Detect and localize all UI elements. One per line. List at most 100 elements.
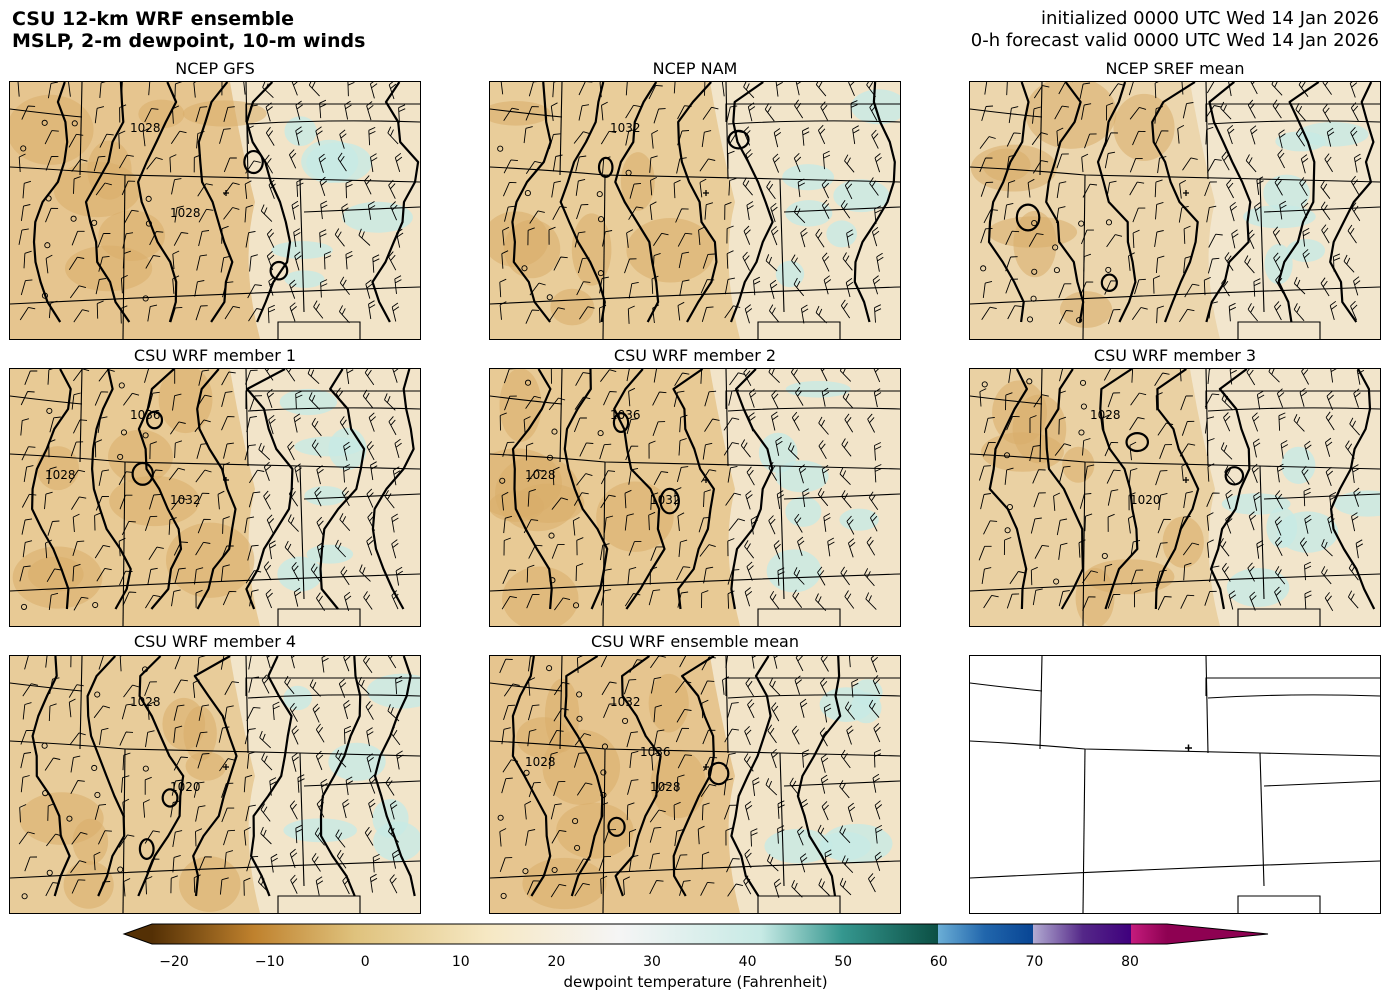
wind-barb: [552, 154, 563, 172]
wind-barb: [391, 513, 399, 533]
wind-barb: [1128, 82, 1134, 96]
wind-barb: [248, 676, 260, 693]
calm-wind-circle: [980, 265, 987, 272]
wind-barb: [574, 733, 592, 746]
wind-barb: [193, 82, 197, 98]
wind-barb: [45, 155, 59, 171]
wind-barb: [1183, 491, 1193, 509]
wind-barb: [320, 778, 328, 798]
wind-barb: [1298, 82, 1309, 97]
wind-barb: [342, 875, 350, 895]
state-boundary: [247, 407, 420, 412]
wind-barb: [626, 229, 634, 248]
wind-barb: [368, 300, 376, 320]
wind-barb: [24, 856, 38, 872]
wind-barb: [699, 544, 716, 557]
wind-barb: [848, 656, 851, 668]
isobar: [1045, 82, 1085, 323]
wind-barb: [1157, 156, 1167, 174]
wind-barb: [1056, 181, 1067, 199]
wind-barb: [802, 488, 810, 508]
wind-barb: [70, 656, 72, 668]
wind-barb: [365, 701, 374, 720]
state-boundary: [779, 752, 785, 887]
isobar: [1151, 82, 1199, 323]
wind-barb: [146, 858, 160, 874]
wind-barb: [335, 387, 345, 407]
isobar: [730, 656, 772, 897]
wind-barb: [794, 675, 802, 695]
wind-barb: [1033, 492, 1046, 508]
dry-patch: [626, 217, 715, 283]
wind-barb: [523, 126, 533, 144]
wind-barb: [197, 183, 213, 197]
wind-barb: [576, 537, 584, 556]
wind-barb: [1058, 283, 1072, 298]
calm-wind-circle: [1006, 503, 1013, 511]
wind-barb: [553, 708, 569, 722]
wind-barb: [1005, 278, 1019, 294]
isobar-label: 1028: [525, 755, 556, 769]
wind-barb: [874, 442, 882, 461]
wind-barb: [1324, 437, 1333, 457]
wind-barb: [1183, 255, 1192, 274]
wind-barb: [1353, 388, 1361, 408]
wind-barb: [171, 178, 182, 195]
calm-wind-circle: [572, 818, 579, 825]
wind-barb: [523, 519, 539, 534]
state-boundary: [245, 390, 420, 409]
state-boundary: [779, 465, 785, 600]
wind-barb: [170, 875, 178, 894]
wind-barb: [1033, 394, 1049, 408]
wind-barb: [1350, 300, 1358, 321]
calm-wind-circle: [522, 868, 529, 875]
moist-patch: [785, 380, 851, 398]
calm-wind-circle: [546, 294, 553, 301]
wind-barb: [700, 783, 717, 798]
wind-barb: [550, 883, 567, 898]
wind-barb: [249, 254, 258, 272]
wind-barb: [343, 441, 351, 461]
wind-barb: [368, 774, 377, 794]
wind-barb: [649, 155, 658, 173]
state-boundary: [559, 656, 563, 750]
wind-barb: [871, 129, 879, 149]
wind-barb: [652, 391, 667, 406]
wind-barb: [1029, 445, 1041, 462]
state-boundary: [277, 321, 361, 339]
wind-barb: [603, 391, 617, 406]
wind-barb: [1079, 493, 1092, 509]
wind-barb: [576, 656, 583, 673]
wind-barb: [246, 751, 256, 769]
wind-barb: [743, 82, 755, 99]
wind-barb: [791, 880, 803, 898]
wind-barb: [285, 369, 296, 382]
wind-barb: [340, 566, 350, 586]
wind-barb: [1032, 106, 1041, 124]
wind-barb: [1219, 538, 1230, 557]
forecast-time-info: initialized 0000 UTC Wed 14 Jan 2026 0-h…: [971, 8, 1379, 52]
wind-barb: [553, 256, 568, 271]
wind-barb: [358, 676, 370, 695]
wind-barb: [821, 387, 830, 407]
wind-barb: [145, 876, 153, 895]
wind-barb: [600, 875, 608, 894]
wind-barb: [47, 82, 58, 99]
wind-barb: [1247, 562, 1255, 582]
wind-barb: [118, 130, 126, 149]
wind-barb: [1204, 416, 1215, 434]
wind-barb: [1293, 414, 1305, 432]
wind-barb: [528, 544, 543, 559]
wind-barb: [197, 518, 211, 534]
wind-barb: [628, 387, 636, 407]
isobar: [137, 369, 183, 610]
colorbar-tick-label: 70: [1025, 954, 1044, 970]
wind-barb: [71, 392, 81, 410]
wind-barb: [601, 568, 612, 586]
isobar-label: 1020: [170, 780, 201, 794]
wind-barb: [289, 302, 297, 322]
wind-barb: [628, 854, 639, 872]
isobar: [1330, 369, 1376, 610]
wind-barb: [653, 369, 657, 383]
wind-barb: [195, 731, 208, 748]
